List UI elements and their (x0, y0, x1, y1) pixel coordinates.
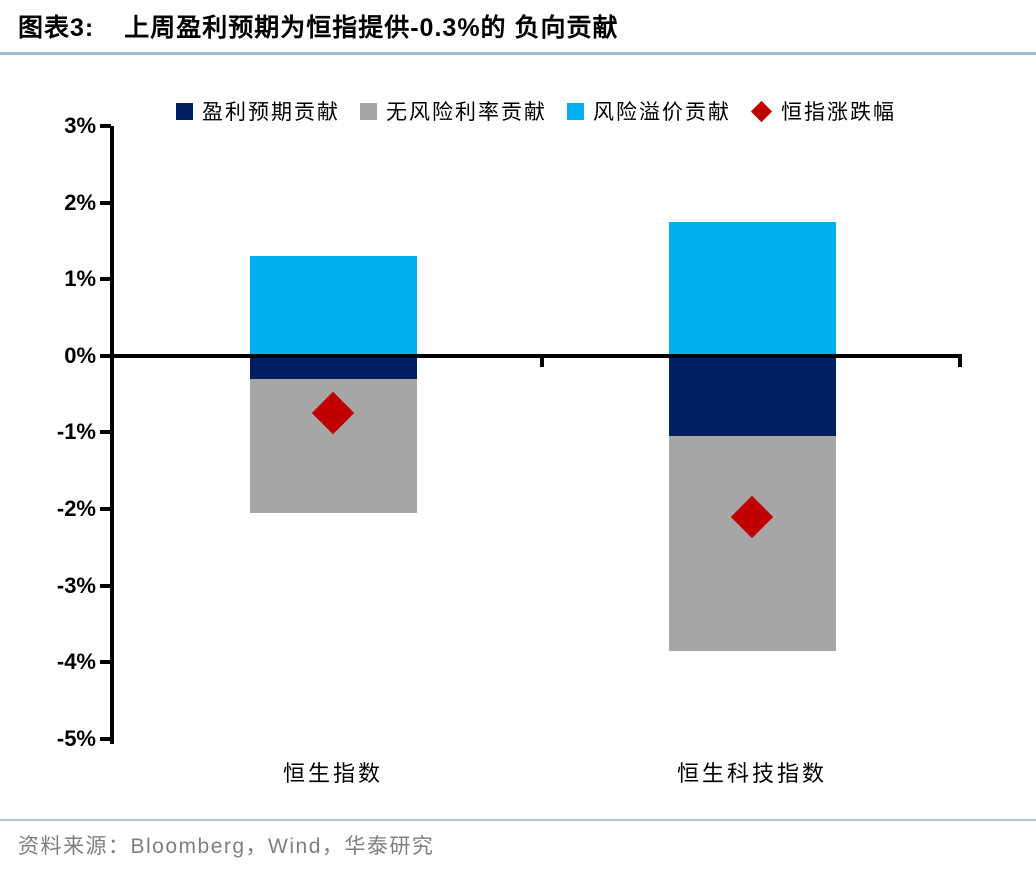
y-axis-tick (100, 124, 111, 128)
legend-square-swatch (176, 102, 193, 120)
source-note: 资料来源：Bloomberg，Wind，华泰研究 (18, 835, 435, 858)
bar-segment-盈利预期贡献 (668, 355, 836, 437)
category-label-0: 恒生指数 (282, 761, 383, 786)
legend-label: 盈利预期贡献 (202, 101, 340, 124)
legend: 盈利预期贡献 无风险利率贡献 风险溢价贡献 恒指涨跌幅 (112, 96, 960, 126)
legend-label: 恒指涨跌幅 (781, 101, 896, 124)
zero-axis-line (110, 353, 962, 358)
y-axis-tick-label: -5% (56, 725, 96, 751)
bar-segment-无风险利率贡献 (668, 436, 836, 651)
chart-title: 图表3: 上周盈利预期为恒指提供-0.3%的 负向贡献 (18, 8, 1018, 44)
legend-label: 风险溢价贡献 (593, 101, 731, 124)
title-divider (0, 52, 1036, 55)
y-axis-tick (100, 736, 111, 741)
y-axis-tick (100, 200, 111, 205)
y-axis-tick-label: 1% (64, 266, 96, 292)
y-axis-tick-label: -2% (56, 496, 96, 521)
legend-item-3: 恒指涨跌幅 (750, 96, 896, 126)
bar-segment-风险溢价贡献 (249, 256, 417, 356)
chart-number-label: 图表3: (18, 14, 95, 42)
legend-label: 无风险利率贡献 (386, 101, 547, 124)
y-axis-tick-label: 2% (64, 189, 96, 215)
category-axis-tick (958, 357, 962, 367)
y-axis-tick-label: 0% (64, 342, 96, 368)
legend-item-1: 无风险利率贡献 (360, 96, 547, 126)
category-axis-tick (540, 357, 544, 367)
legend-item-2: 风险溢价贡献 (567, 96, 731, 126)
y-axis-tick (100, 583, 111, 588)
y-axis-tick-label: -4% (56, 649, 96, 675)
bar-segment-盈利预期贡献 (249, 355, 417, 379)
legend-square-swatch (567, 102, 584, 120)
legend-item-0: 盈利预期贡献 (176, 96, 340, 126)
y-axis-tick (100, 353, 111, 358)
y-axis-line (110, 126, 114, 744)
y-axis-tick (100, 660, 111, 665)
y-axis-tick (100, 277, 111, 282)
y-axis-tick (100, 430, 111, 435)
y-axis-tick-label: -3% (56, 572, 96, 598)
bar-segment-风险溢价贡献 (668, 221, 836, 356)
legend-square-swatch (360, 102, 377, 120)
footer-divider (0, 819, 1036, 821)
category-label-1: 恒生科技指数 (676, 761, 827, 786)
y-axis-tick-label: 3% (64, 113, 96, 138)
chart-title-text: 上周盈利预期为恒指提供-0.3%的 负向贡献 (124, 14, 619, 42)
y-axis-tick (100, 507, 111, 511)
y-axis-tick-label: -1% (56, 419, 96, 445)
